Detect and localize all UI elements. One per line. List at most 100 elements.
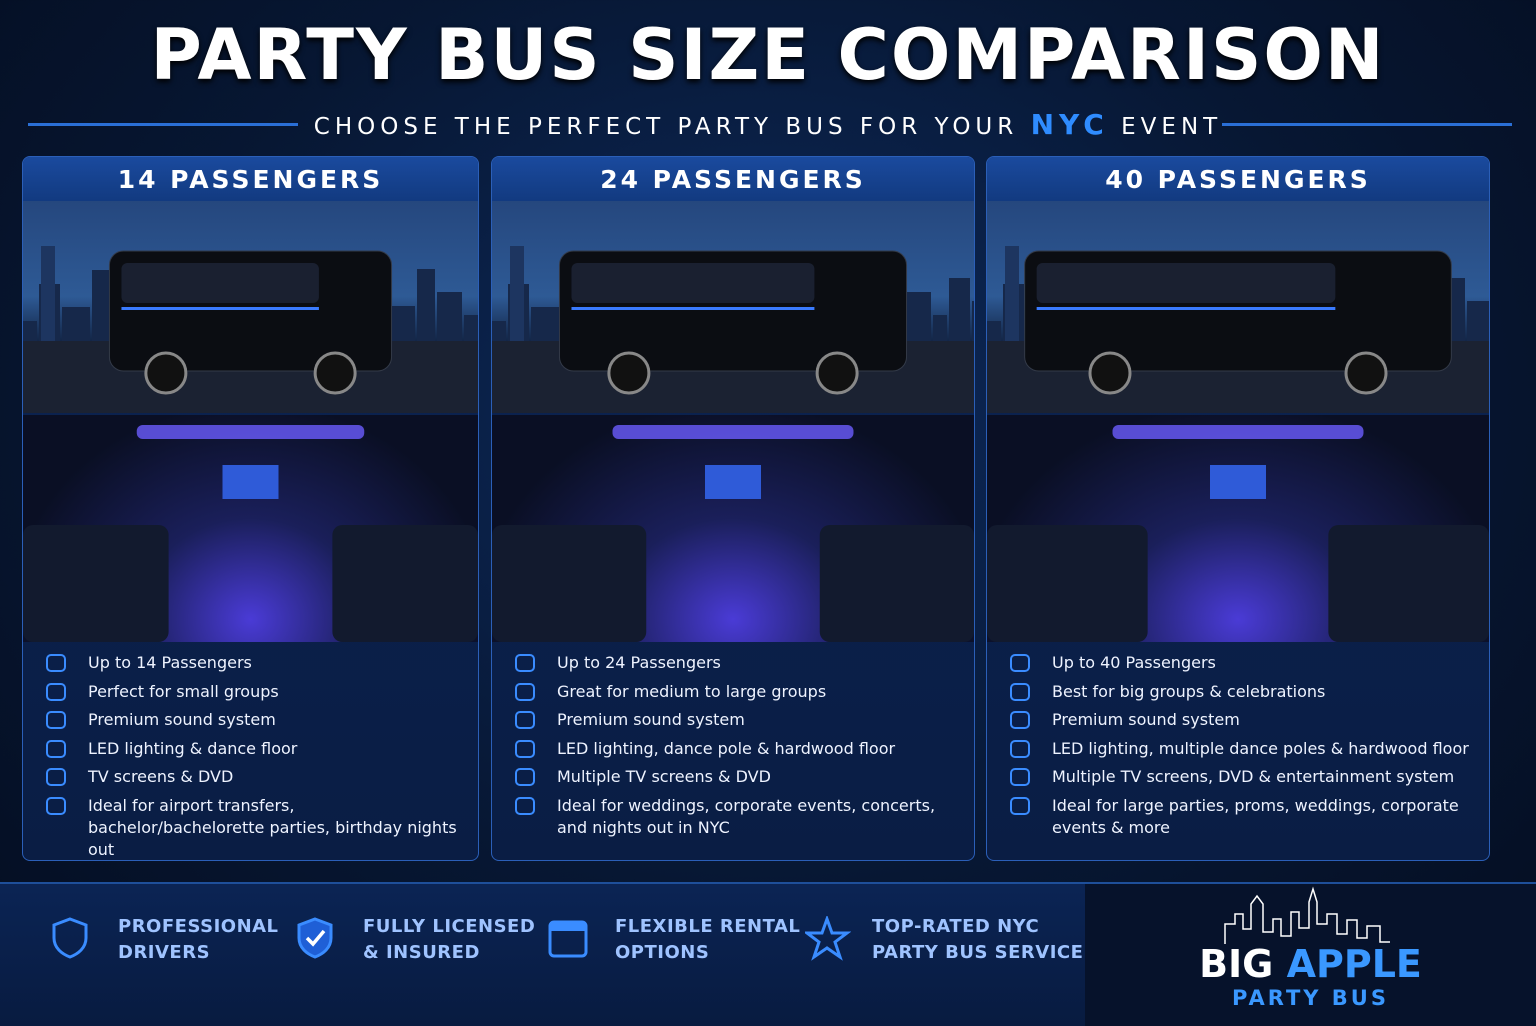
badge-text: OPTIONS xyxy=(615,942,710,963)
building xyxy=(492,321,506,341)
ceiling-lights xyxy=(1112,425,1364,439)
interior-photo xyxy=(23,415,478,642)
feature-icon xyxy=(1010,711,1030,729)
icon-shape xyxy=(1010,768,1030,786)
tv-screen xyxy=(705,465,761,499)
feature: Up to 14 Passengers xyxy=(23,652,463,674)
feature-icon xyxy=(515,682,535,701)
building xyxy=(906,292,931,341)
bus-card: 40 PASSENGERS Up to 40 Passengers Best for… xyxy=(986,156,1490,861)
feature-icon xyxy=(46,682,66,701)
building xyxy=(23,321,37,341)
badge: TOP-RATED NYC PARTY BUS SERVICE xyxy=(805,914,1083,966)
feature: Ideal for airport transfers, bachelor/ba… xyxy=(23,795,463,861)
building xyxy=(62,307,90,341)
badge: FLEXIBLE RENTAL OPTIONS xyxy=(547,914,800,966)
interior xyxy=(23,425,478,642)
skyline-logo xyxy=(1224,886,1390,944)
icon-shape xyxy=(1010,711,1030,729)
feature-icon xyxy=(515,796,535,815)
icon-shape xyxy=(515,768,535,786)
seats-right xyxy=(332,525,478,642)
interior-photo xyxy=(492,415,974,642)
divider xyxy=(1222,123,1512,126)
wheel xyxy=(1344,351,1388,395)
exterior-photo xyxy=(987,201,1489,413)
brand-name: BIG APPLE xyxy=(1085,942,1536,986)
bus-card: 14 PASSENGERS Up to 14 Passengers Perfect … xyxy=(22,156,479,861)
feature: Up to 24 Passengers xyxy=(492,652,959,674)
icon-shape xyxy=(515,682,535,701)
badge-icon xyxy=(52,917,88,959)
badge-text: & INSURED xyxy=(363,942,480,963)
feature-icon xyxy=(515,711,535,729)
feature: Ideal for weddings, corporate events, co… xyxy=(492,795,959,839)
building xyxy=(972,301,974,341)
feature: Multiple TV screens & DVD xyxy=(492,766,959,788)
feature: LED lighting, dance pole & hardwood floo… xyxy=(492,738,959,760)
interior-photo xyxy=(987,415,1489,642)
feature-list: Up to 40 Passengers Best for big groups &… xyxy=(987,642,1489,839)
wheel xyxy=(313,351,357,395)
bus-window xyxy=(1036,263,1336,303)
badge-text: FLEXIBLE RENTAL xyxy=(615,916,801,937)
subtitle-text: EVENT xyxy=(1121,114,1223,140)
feature-text: Ideal for large parties, proms, weddings… xyxy=(1052,795,1459,837)
building xyxy=(1467,301,1489,341)
feature-text: Up to 40 Passengers xyxy=(1052,653,1216,672)
bus-window xyxy=(121,263,319,303)
badge: FULLY LICENSED & INSURED xyxy=(295,914,535,966)
subtitle-highlight: NYC xyxy=(1030,108,1109,141)
icon-shape xyxy=(305,929,326,947)
subtitle: CHOOSE THE PERFECT PARTY BUS FOR YOUR NY… xyxy=(0,108,1536,141)
card-title: 40 PASSENGERS xyxy=(987,157,1489,201)
feature-text: Premium sound system xyxy=(557,710,745,729)
tv-screen xyxy=(222,465,279,499)
subtitle-text: CHOOSE THE PERFECT PARTY BUS FOR YOUR xyxy=(313,114,1019,140)
feature-text: TV screens & DVD xyxy=(88,767,234,786)
feature-text: LED lighting, dance pole & hardwood floo… xyxy=(557,738,896,758)
bus-window xyxy=(571,263,815,303)
feature-text: Great for medium to large groups xyxy=(557,681,827,701)
badge: PROFESSIONAL DRIVERS xyxy=(50,914,279,966)
feature: LED lighting, multiple dance poles & har… xyxy=(987,738,1474,760)
skyline xyxy=(987,246,1489,413)
feature-icon xyxy=(515,739,535,758)
tv-screen xyxy=(1210,465,1266,499)
building xyxy=(933,315,947,341)
icon-shape xyxy=(515,654,535,672)
feature-text: Multiple TV screens, DVD & entertainment… xyxy=(1052,767,1455,786)
feature-text: LED lighting & dance floor xyxy=(88,738,298,758)
feature: Up to 40 Passengers xyxy=(987,652,1474,674)
brand: BIG APPLE PARTY BUS xyxy=(1085,884,1536,1026)
wheel xyxy=(607,351,651,395)
feature: Best for big groups & celebrations xyxy=(987,681,1474,703)
feature-icon xyxy=(1010,654,1030,672)
icon-shape xyxy=(46,654,66,672)
feature-text: Up to 24 Passengers xyxy=(557,653,721,672)
feature-list: Up to 14 Passengers Perfect for small gro… xyxy=(23,642,478,861)
feature-icon xyxy=(515,768,535,786)
bus-card: 24 PASSENGERS Up to 24 Passengers Great fo… xyxy=(491,156,975,861)
feature-icon xyxy=(1010,796,1030,815)
title: PARTY BUS SIZE COMPARISON xyxy=(150,14,1386,96)
interior xyxy=(987,425,1489,642)
feature: Great for medium to large groups xyxy=(492,681,959,703)
feature-text: Up to 14 Passengers xyxy=(88,653,252,672)
wheel xyxy=(144,351,188,395)
feature: Ideal for large parties, proms, weddings… xyxy=(987,795,1474,839)
feature-text: Best for big groups & celebrations xyxy=(1052,681,1326,701)
feature: TV screens & DVD xyxy=(23,766,463,788)
feature-text: Multiple TV screens & DVD xyxy=(557,767,771,786)
building xyxy=(417,269,435,341)
bus-light xyxy=(1036,307,1336,310)
feature-icon xyxy=(46,796,66,815)
icon-shape xyxy=(515,796,535,815)
feature: LED lighting & dance floor xyxy=(23,738,463,760)
icon-shape xyxy=(46,682,66,701)
badge-text: TOP-RATED NYC xyxy=(872,916,1040,937)
brand-tagline: PARTY BUS xyxy=(1232,986,1389,1010)
icon-shape xyxy=(1010,739,1030,758)
exterior-photo xyxy=(492,201,974,413)
